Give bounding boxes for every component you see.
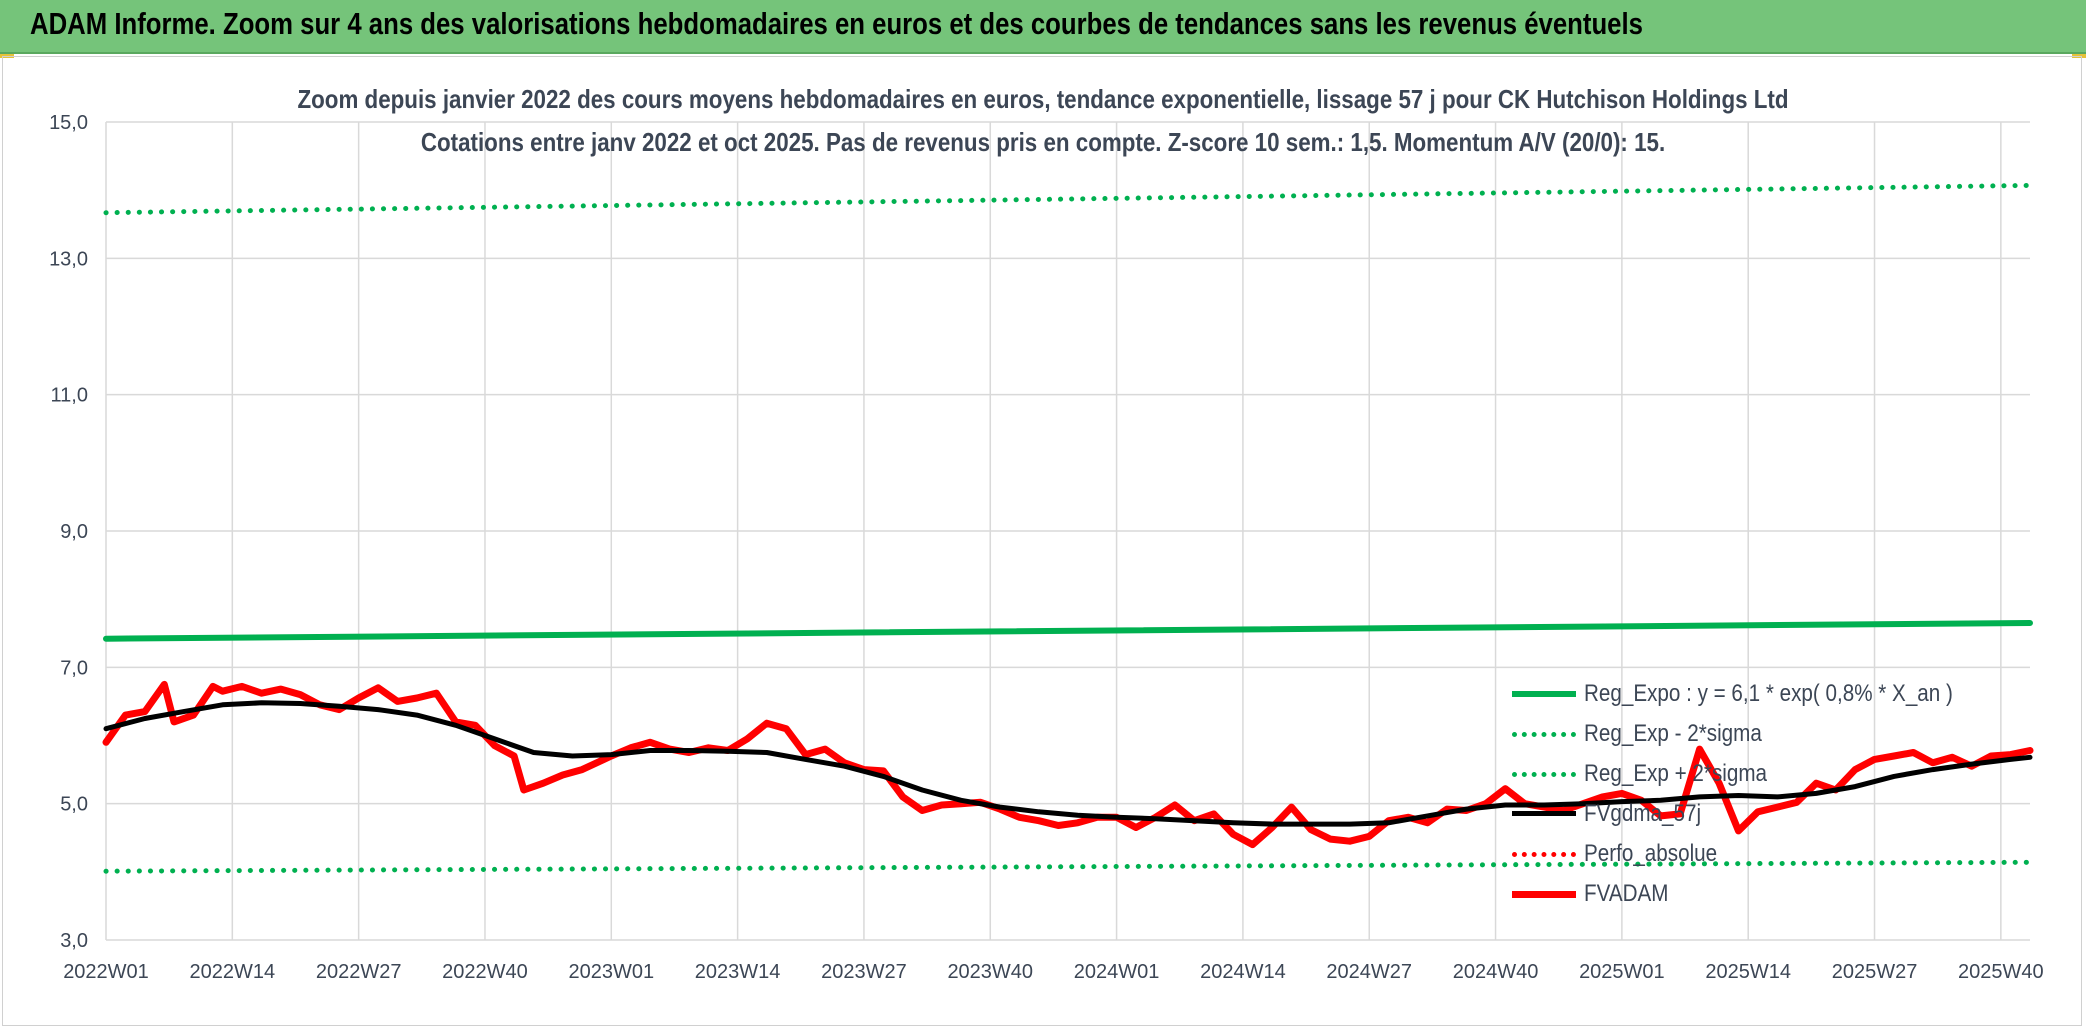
chart-frame xyxy=(2,56,2082,1026)
x-tick-label: 2023W01 xyxy=(568,961,654,983)
legend-label: Reg_Exp + 2*sigma xyxy=(1584,760,1768,787)
gridlines xyxy=(105,121,2030,941)
y-tick-label: 11,0 xyxy=(51,385,88,407)
series-line-1 xyxy=(103,859,2033,874)
y-tick-label: 5,0 xyxy=(60,794,88,816)
x-tick-label: 2022W01 xyxy=(63,961,149,983)
legend-swatch xyxy=(1512,811,1576,816)
y-tick-label: 7,0 xyxy=(60,657,88,679)
legend-label: Reg_Exp - 2*sigma xyxy=(1584,720,1762,747)
legend-label: FVADAM xyxy=(1584,880,1669,907)
x-tick-label: 2024W14 xyxy=(1200,961,1286,983)
x-tick-label: 2022W14 xyxy=(190,961,276,983)
legend-swatch xyxy=(1512,852,1576,857)
x-tick-label: 2025W01 xyxy=(1579,961,1665,983)
legend-label: FVgdma_57j xyxy=(1584,800,1702,827)
legend-swatch xyxy=(1512,732,1576,737)
legend-label: Reg_Expo : y = 6,1 * exp( 0,8% * X_an ) xyxy=(1584,680,1953,707)
y-tick-label: 13,0 xyxy=(49,248,88,270)
banner-title: ADAM Informe. Zoom sur 4 ans des valoris… xyxy=(30,6,1643,41)
chart-title: Zoom depuis janvier 2022 des cours moyen… xyxy=(297,84,1789,114)
x-tick-label: 2023W40 xyxy=(947,961,1033,983)
legend-label: Perfo_absolue xyxy=(1584,840,1718,867)
legend-swatch xyxy=(1512,772,1576,777)
x-tick-label: 2022W27 xyxy=(316,961,402,983)
series-line-2 xyxy=(103,182,2033,216)
x-tick-label: 2025W40 xyxy=(1958,961,2044,983)
legend-swatch xyxy=(1512,691,1576,697)
series-lines xyxy=(102,182,2034,874)
x-tick-label: 2025W27 xyxy=(1832,961,1918,983)
x-tick-label: 2022W40 xyxy=(442,961,528,983)
x-tick-label: 2023W14 xyxy=(695,961,781,983)
axis-ticks: 15,0 13,0 11,0 9,0 7,0 5,0 3,0 2022W01 2022W14 20… xyxy=(49,112,2044,983)
series-line-3 xyxy=(103,700,2033,827)
x-tick-label: 2024W01 xyxy=(1074,961,1160,983)
y-tick-label: 9,0 xyxy=(60,521,88,543)
x-tick-label: 2024W27 xyxy=(1326,961,1412,983)
x-tick-label: 2025W14 xyxy=(1705,961,1791,983)
chart-subtitle: Cotations entre janv 2022 et oct 2025. P… xyxy=(420,127,1666,157)
series-line-5 xyxy=(102,680,2034,849)
series-line-0 xyxy=(103,620,2033,642)
y-tick-label: 3,0 xyxy=(60,930,88,952)
x-tick-label: 2023W27 xyxy=(821,961,907,983)
y-tick-label: 15,0 xyxy=(49,112,88,134)
report-banner: ADAM Informe. Zoom sur 4 ans des valoris… xyxy=(0,0,2086,54)
legend-swatch xyxy=(1512,891,1576,898)
x-tick-label: 2024W40 xyxy=(1453,961,1539,983)
